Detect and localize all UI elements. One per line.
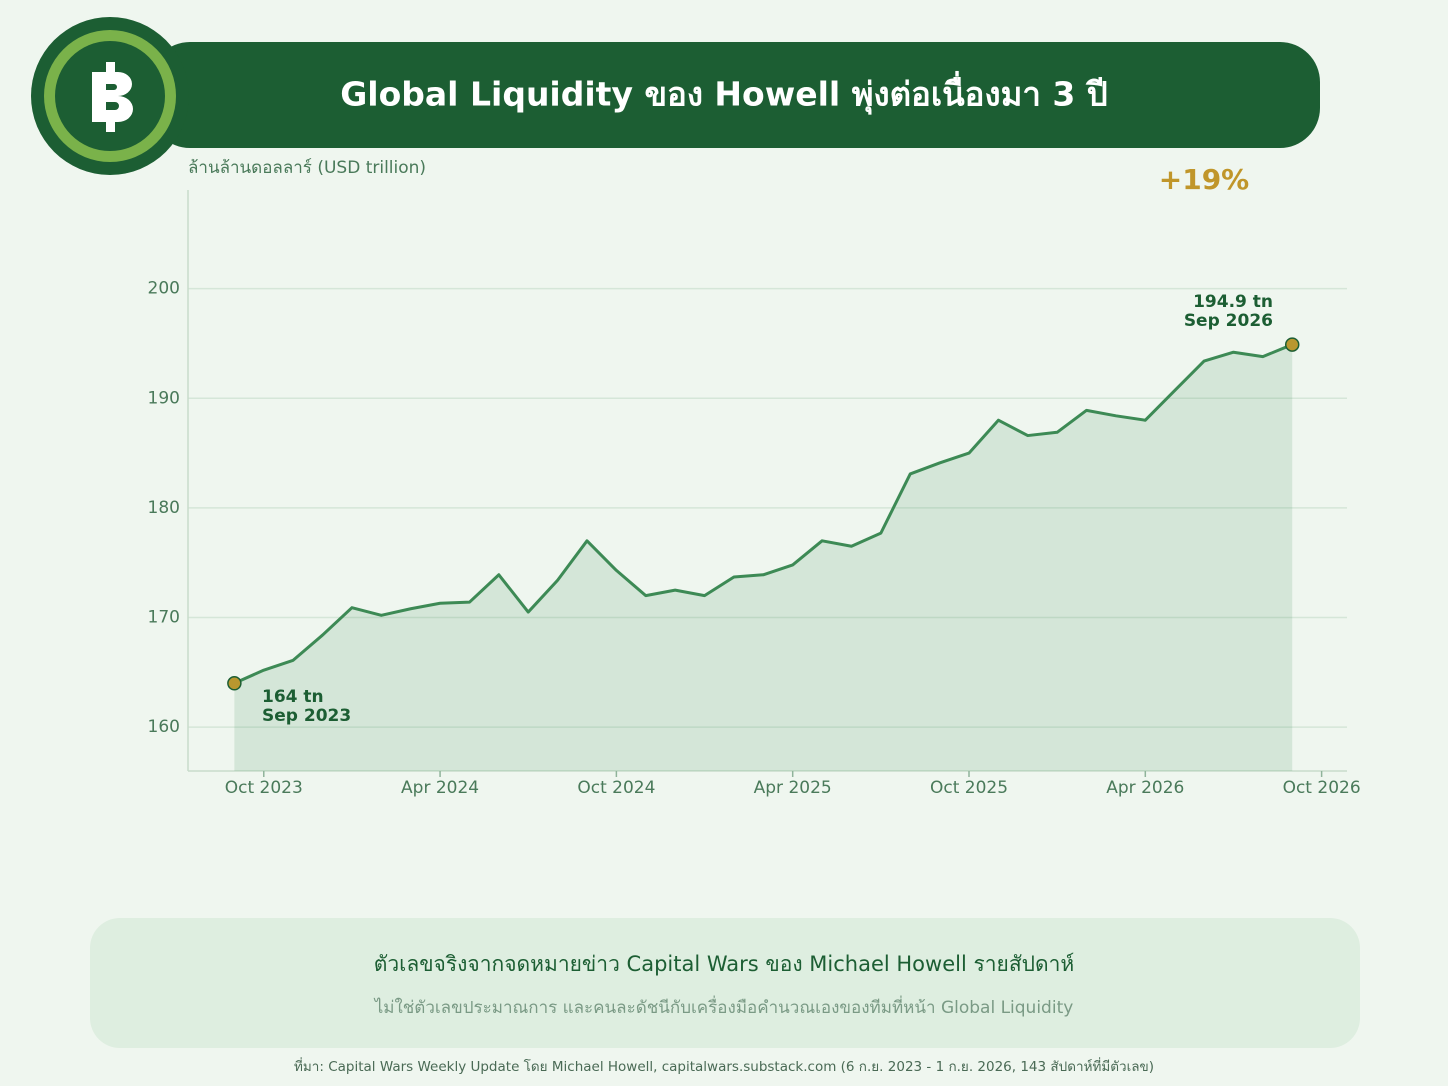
source: ที่มา: Capital Wars Weekly Update โดย Mi… xyxy=(294,1057,1154,1075)
line xyxy=(233,343,1293,685)
y-tick-label: 160 xyxy=(148,717,180,737)
header-banner xyxy=(150,42,1320,148)
x-tick-label: Oct 2024 xyxy=(577,778,655,798)
x-tick-label: Apr 2026 xyxy=(1106,778,1184,798)
logo-baht xyxy=(92,62,133,132)
annotation: 194.9 tn xyxy=(1193,292,1273,312)
end-marker xyxy=(227,676,242,691)
y-tick-label: 200 xyxy=(148,279,180,299)
x-tick-label: Oct 2026 xyxy=(1283,778,1361,798)
x-tick-label: Oct 2023 xyxy=(225,778,303,798)
change-annotation: +19% xyxy=(1159,163,1249,196)
footer-box xyxy=(90,918,1360,1048)
area xyxy=(234,344,1293,771)
annotation: 164 tn xyxy=(262,687,324,707)
plot: 160 170 180 190 200 Oct 2023 Apr 2024 Oct 2024 A… xyxy=(148,190,1361,798)
annotation: Sep 2023 xyxy=(262,706,351,726)
y-tick-label: 170 xyxy=(148,608,180,628)
end-marker xyxy=(1284,337,1300,352)
x-tick-label: Apr 2024 xyxy=(401,778,479,798)
annotation: Sep 2026 xyxy=(1184,311,1273,331)
x-tick-label: Oct 2025 xyxy=(930,778,1008,798)
y-tick-label: 180 xyxy=(148,498,180,518)
chart-title: Global Liquidity ของ Howell พุ่งต่อเนื่อ… xyxy=(340,71,1108,116)
footer-note: ไม่ใช่ตัวเลขประมาณการ และคนละดัชนีกับเคร… xyxy=(373,995,1074,1018)
x-tick-label: Apr 2025 xyxy=(754,778,832,798)
y-axis-label: ล้านล้านดอลลาร์ (USD trillion) xyxy=(188,158,426,178)
footer-headline: ตัวเลขจริงจากจดหมายข่าว Capital Wars ของ… xyxy=(374,952,1075,976)
y-tick-label: 190 xyxy=(148,388,180,408)
